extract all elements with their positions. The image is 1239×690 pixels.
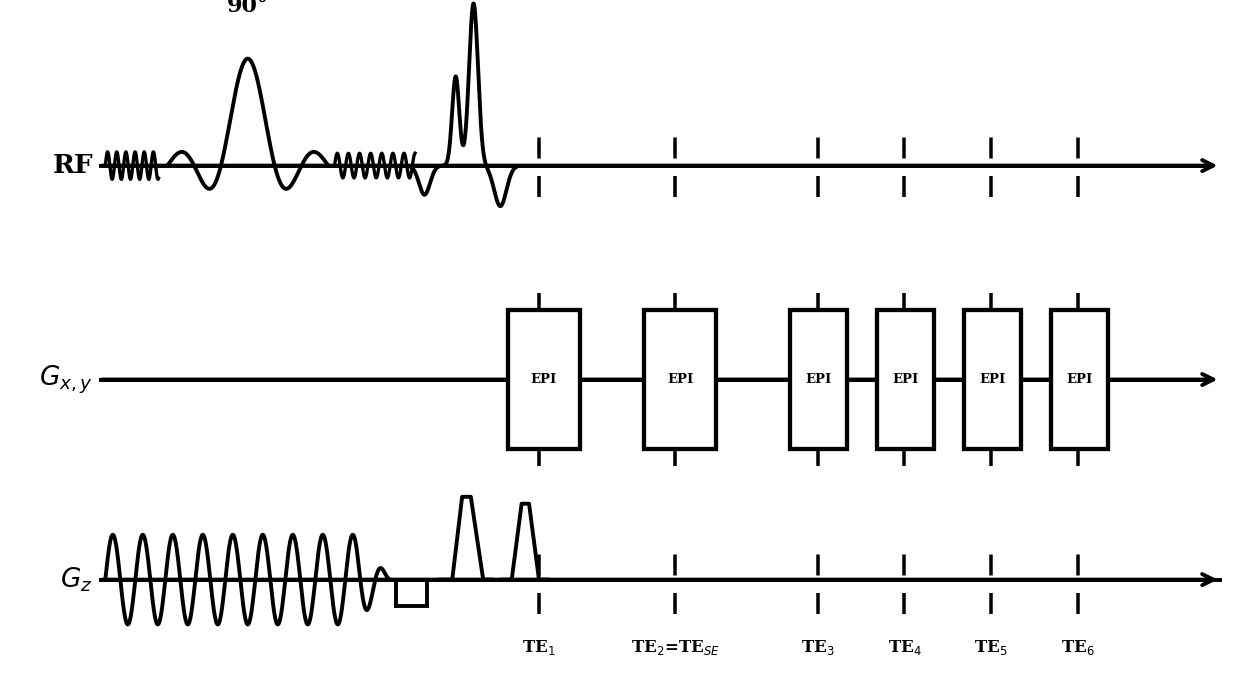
Text: EPI: EPI: [892, 373, 919, 386]
Text: EPI: EPI: [1066, 373, 1093, 386]
Text: TE$_6$: TE$_6$: [1061, 638, 1095, 658]
Bar: [964, 310, 1021, 448]
Text: EPI: EPI: [805, 373, 833, 386]
Text: TE$_4$: TE$_4$: [887, 638, 922, 658]
Text: TE$_2$=TE$_{SE}$: TE$_2$=TE$_{SE}$: [631, 638, 720, 658]
Bar: [1051, 310, 1108, 448]
Text: TE$_1$: TE$_1$: [522, 638, 556, 658]
Bar: [790, 310, 847, 448]
Bar: [877, 310, 934, 448]
Bar: [508, 310, 580, 448]
Text: RF: RF: [52, 153, 93, 178]
Text: $G_{x,y}$: $G_{x,y}$: [38, 364, 93, 395]
Text: EPI: EPI: [667, 373, 694, 386]
Bar: [644, 310, 716, 448]
Text: 90°: 90°: [227, 0, 269, 17]
Text: EPI: EPI: [530, 373, 558, 386]
Text: $G_z$: $G_z$: [61, 565, 93, 594]
Text: EPI: EPI: [979, 373, 1006, 386]
Text: TE$_5$: TE$_5$: [974, 638, 1009, 658]
Text: TE$_3$: TE$_3$: [800, 638, 835, 658]
